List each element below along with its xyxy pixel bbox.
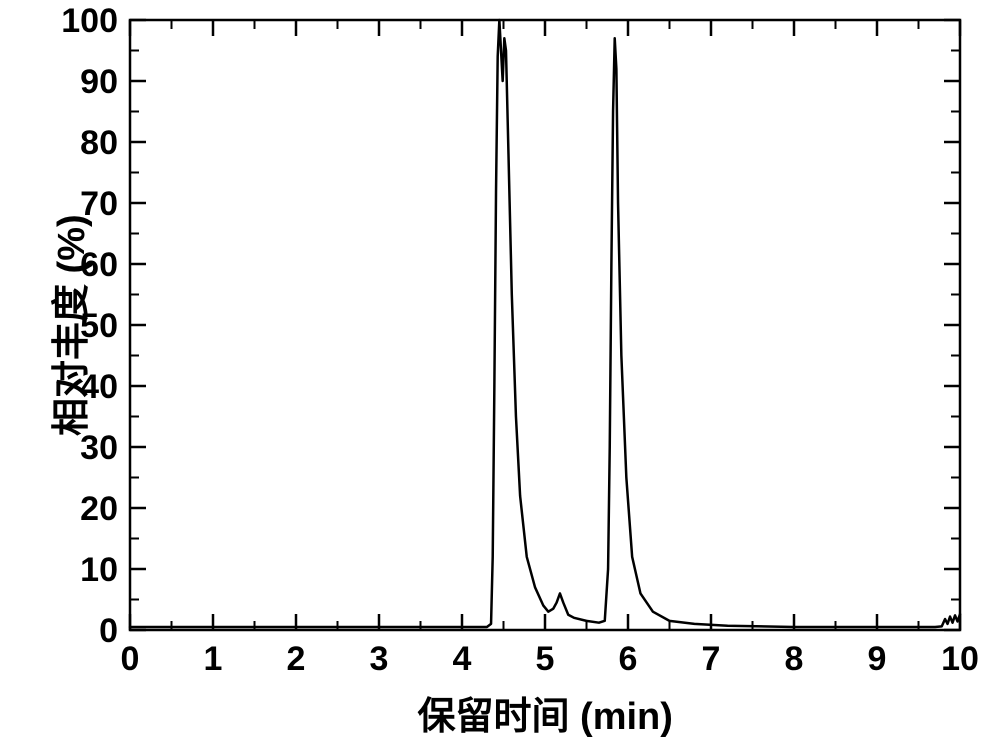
svg-text:80: 80 — [80, 124, 118, 162]
svg-text:6: 6 — [619, 640, 638, 678]
chromatogram-chart: 0123456789100102030405060708090100 相对丰度 … — [0, 0, 1000, 754]
svg-text:90: 90 — [80, 63, 118, 101]
svg-text:4: 4 — [453, 640, 472, 678]
svg-text:0: 0 — [121, 640, 140, 678]
chart-canvas: 0123456789100102030405060708090100 — [0, 0, 1000, 754]
svg-text:3: 3 — [370, 640, 389, 678]
svg-text:20: 20 — [80, 490, 118, 528]
svg-text:10: 10 — [941, 640, 979, 678]
svg-text:1: 1 — [204, 640, 223, 678]
svg-text:0: 0 — [99, 612, 118, 650]
svg-text:5: 5 — [536, 640, 555, 678]
svg-text:2: 2 — [287, 640, 306, 678]
svg-text:100: 100 — [61, 2, 118, 40]
y-axis-label: 相对丰度 (%) — [40, 214, 95, 436]
x-axis-label: 保留时间 (min) — [418, 685, 673, 740]
svg-text:7: 7 — [702, 640, 721, 678]
svg-text:8: 8 — [785, 640, 804, 678]
svg-text:9: 9 — [868, 640, 887, 678]
svg-text:10: 10 — [80, 551, 118, 589]
